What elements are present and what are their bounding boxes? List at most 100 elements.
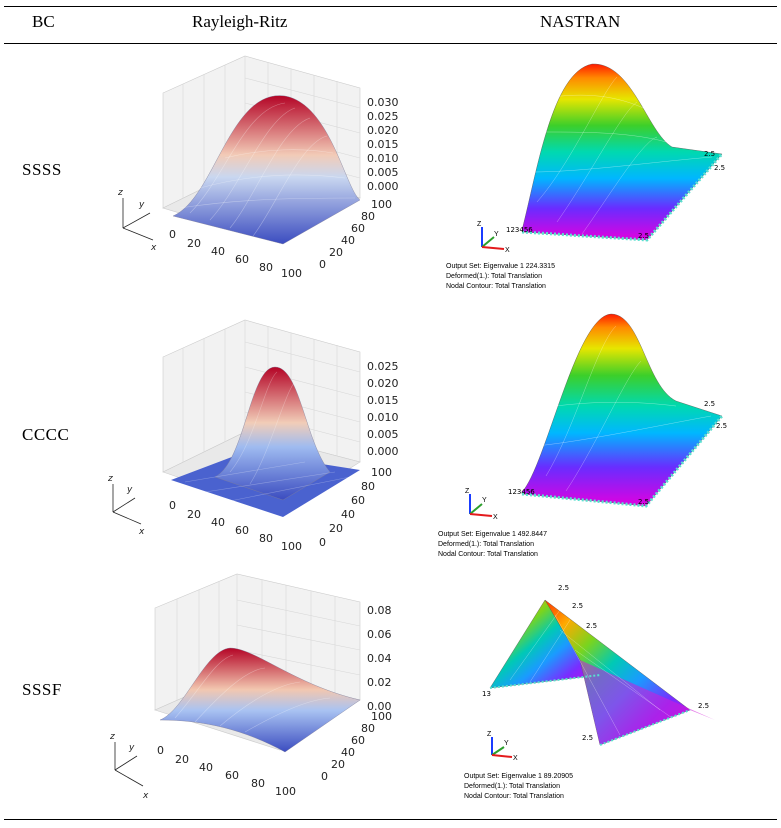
header-bc: BC <box>32 12 55 31</box>
x-tick: 80 <box>251 777 265 790</box>
x-axis-letter: x <box>138 527 145 537</box>
y-tick: 40 <box>341 508 355 521</box>
z-tick: 0.015 <box>367 138 399 151</box>
y-tick: 20 <box>329 522 343 535</box>
x-tick: 60 <box>235 524 249 537</box>
z-tick: 0.02 <box>367 676 392 689</box>
y-tick: 40 <box>341 746 355 759</box>
nastran-label: 2.5 <box>704 400 715 408</box>
nastran-deformed: Deformed(1.): Total Translation <box>438 541 534 548</box>
x-tick: 100 <box>281 267 302 280</box>
x-tick: 0 <box>157 744 164 757</box>
rr-plot-cccc: 0.025 0.020 0.015 0.010 0.005 0.000 0 20… <box>105 312 425 558</box>
svg-text:Y: Y <box>482 497 487 504</box>
nastran-label: 2.5 <box>704 150 715 158</box>
x-tick: 20 <box>187 508 201 521</box>
nastran-label: 2.5 <box>714 164 725 172</box>
y-tick: 80 <box>361 210 375 223</box>
nastran-label: 2.5 <box>572 602 583 610</box>
y-tick: 100 <box>371 198 392 211</box>
y-tick: 60 <box>351 222 365 235</box>
z-tick: 0.000 <box>367 180 399 193</box>
y-tick: 80 <box>361 480 375 493</box>
z-tick: 0.010 <box>367 411 399 424</box>
nastran-label: 123456 <box>508 488 535 496</box>
z-axis-letter: z <box>117 188 123 198</box>
bc-label-ssss: SSSS <box>22 160 62 179</box>
x-tick: 100 <box>275 785 296 798</box>
svg-text:Z: Z <box>477 221 482 228</box>
z-tick: 0.08 <box>367 604 392 617</box>
x-tick: 0 <box>169 499 176 512</box>
nastran-label: 2.5 <box>638 232 649 240</box>
x-tick: 40 <box>199 761 213 774</box>
y-axis-letter: y <box>126 485 133 495</box>
y-tick: 0 <box>319 536 326 549</box>
nastran-triad-icon: Z Y X <box>465 488 498 521</box>
svg-text:Z: Z <box>487 731 492 738</box>
table-bottom-rule <box>4 819 777 820</box>
nastran-output-set: Output Set: Eigenvalue 1 492.8447 <box>438 531 547 538</box>
y-axis-letter: y <box>128 743 135 753</box>
y-tick: 100 <box>371 710 392 723</box>
nastran-contour: Nodal Contour: Total Translation <box>446 283 546 290</box>
rr-plot-sssf: 0.08 0.06 0.04 0.02 0.00 0 20 40 60 80 1… <box>105 570 425 808</box>
header-nastran: NASTRAN <box>540 12 621 31</box>
nastran-plot-cccc: 2.5 2.5 2.5 123456 Z Y X Output Set: Eigen… <box>436 306 742 562</box>
x-tick: 0 <box>169 228 176 241</box>
y-tick: 40 <box>341 234 355 247</box>
y-tick: 60 <box>351 734 365 747</box>
axis-triad-icon <box>112 484 142 525</box>
nastran-label: 2.5 <box>586 622 597 630</box>
x-tick: 40 <box>211 245 225 258</box>
header-rayleigh-ritz: Rayleigh-Ritz <box>192 12 288 31</box>
z-tick: 0.020 <box>367 124 399 137</box>
x-tick: 80 <box>259 532 273 545</box>
nastran-output-set: Output Set: Eigenvalue 1 89.20905 <box>464 773 573 780</box>
nastran-label: 2.5 <box>716 422 727 430</box>
z-tick: 0.025 <box>367 110 399 123</box>
svg-text:X: X <box>513 755 518 762</box>
nastran-contour: Nodal Contour: Total Translation <box>438 551 538 558</box>
z-axis-letter: z <box>107 474 113 484</box>
x-tick: 100 <box>281 540 302 553</box>
z-tick: 0.005 <box>367 428 399 441</box>
svg-text:Z: Z <box>465 488 470 495</box>
rr-plot-ssss: 0.030 0.025 0.020 0.015 0.010 0.005 0.00… <box>105 48 425 286</box>
z-tick: 0.010 <box>367 152 399 165</box>
nastran-triad-icon: Z Y X <box>487 731 518 762</box>
y-tick: 0 <box>321 770 328 783</box>
table-top-rule <box>4 6 777 7</box>
y-tick: 80 <box>361 722 375 735</box>
nastran-label: 123456 <box>506 226 533 234</box>
y-tick: 100 <box>371 466 392 479</box>
table-header-rule <box>4 43 777 44</box>
nastran-label: 2.5 <box>638 498 649 506</box>
z-tick: 0.06 <box>367 628 392 641</box>
x-tick: 80 <box>259 261 273 274</box>
nastran-deformed: Deformed(1.): Total Translation <box>464 783 560 790</box>
axis-triad-icon <box>114 742 144 787</box>
svg-text:X: X <box>493 514 498 521</box>
nastran-output-set: Output Set: Eigenvalue 1 224.3315 <box>446 263 555 270</box>
x-tick: 20 <box>187 237 201 250</box>
x-tick: 60 <box>235 253 249 266</box>
svg-text:X: X <box>505 247 510 254</box>
svg-text:Y: Y <box>504 740 509 747</box>
nastran-deformed: Deformed(1.): Total Translation <box>446 273 542 280</box>
y-tick: 20 <box>329 246 343 259</box>
axis-triad-icon <box>122 198 154 241</box>
nastran-contour: Nodal Contour: Total Translation <box>464 793 564 800</box>
bc-label-sssf: SSSF <box>22 680 62 699</box>
z-tick: 0.000 <box>367 445 399 458</box>
nastran-label: 13 <box>482 690 491 698</box>
z-tick: 0.04 <box>367 652 392 665</box>
nastran-label: 2.5 <box>558 584 569 592</box>
nastran-plot-sssf: 2.5 2.5 2.5 2.5 2.5 13 Z Y X Output Set: E… <box>460 570 750 802</box>
z-tick: 0.005 <box>367 166 399 179</box>
svg-text:Y: Y <box>494 231 499 238</box>
z-axis-letter: z <box>109 732 115 742</box>
z-tick: 0.025 <box>367 360 399 373</box>
nastran-plot-ssss: 2.5 2.5 2.5 123456 Z Y X Output Set: Eigen… <box>442 52 742 294</box>
nastran-label: 2.5 <box>698 702 709 710</box>
